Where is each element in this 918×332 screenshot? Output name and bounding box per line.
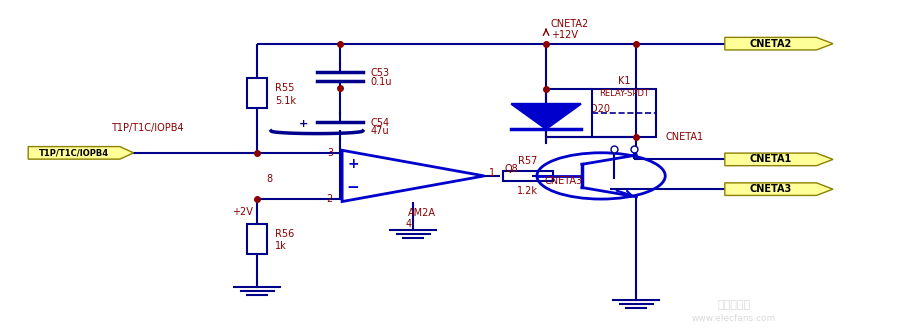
Bar — [502, 171, 553, 181]
Text: 4: 4 — [406, 219, 411, 229]
Text: CNETA2: CNETA2 — [551, 19, 589, 29]
Text: C54: C54 — [370, 118, 389, 128]
Text: +: + — [298, 119, 308, 129]
Text: 47u: 47u — [370, 126, 388, 136]
Text: R55: R55 — [274, 83, 294, 93]
Polygon shape — [725, 38, 833, 50]
Polygon shape — [511, 104, 581, 129]
Text: 0.1u: 0.1u — [370, 77, 392, 87]
Polygon shape — [28, 146, 134, 159]
Text: R57: R57 — [518, 156, 537, 166]
Bar — [247, 78, 267, 108]
Text: D20: D20 — [590, 104, 610, 114]
Text: +12V: +12V — [551, 30, 577, 41]
Text: CNETA3: CNETA3 — [544, 176, 583, 186]
Text: CNETA1: CNETA1 — [666, 132, 703, 142]
Text: CNETA2: CNETA2 — [749, 39, 791, 49]
Text: CNETA1: CNETA1 — [749, 154, 791, 164]
Text: 3: 3 — [327, 148, 333, 158]
Text: C53: C53 — [370, 68, 389, 78]
Polygon shape — [725, 183, 833, 196]
Text: T1P/T1C/IOPB4: T1P/T1C/IOPB4 — [111, 123, 184, 133]
Text: RELAY-SPDT: RELAY-SPDT — [599, 89, 649, 98]
Text: 电子发烧友: 电子发烧友 — [718, 300, 751, 310]
Bar — [592, 89, 656, 137]
Text: 8: 8 — [266, 174, 273, 184]
Text: −: − — [347, 180, 360, 195]
Polygon shape — [725, 153, 833, 166]
Text: +: + — [347, 157, 359, 171]
Text: AM2A: AM2A — [409, 208, 436, 218]
Text: Q8: Q8 — [505, 164, 519, 174]
Text: 1k: 1k — [274, 241, 286, 251]
Text: +2V: +2V — [232, 207, 252, 217]
Text: 2: 2 — [327, 194, 333, 204]
Text: 1: 1 — [488, 168, 495, 178]
Text: K1: K1 — [618, 76, 631, 86]
Text: R56: R56 — [274, 229, 294, 239]
Text: CNETA3: CNETA3 — [749, 184, 791, 194]
Text: 5.1k: 5.1k — [274, 96, 296, 106]
Text: T1P/T1C/IOPB4: T1P/T1C/IOPB4 — [39, 148, 109, 157]
Text: 1.2k: 1.2k — [517, 186, 538, 196]
Bar — [247, 224, 267, 254]
Text: www.elecfans.com: www.elecfans.com — [692, 314, 776, 323]
